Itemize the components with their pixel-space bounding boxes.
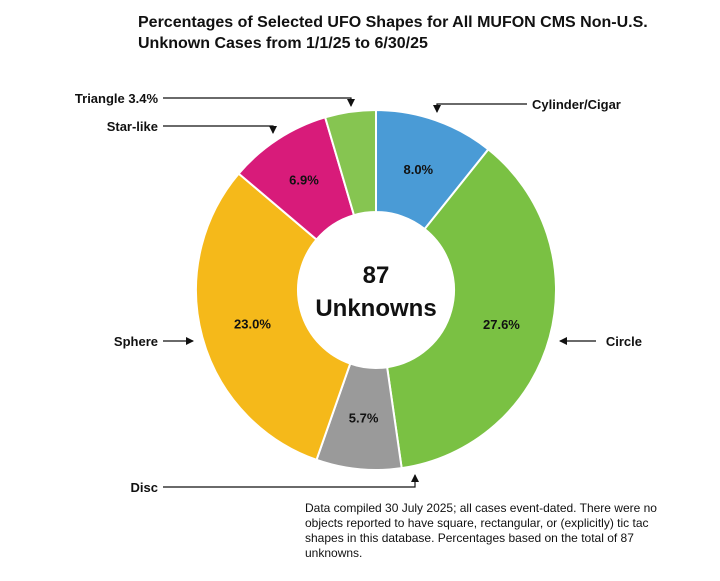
- slice-value-label: 8.0%: [403, 162, 433, 177]
- slice-value-label: 5.7%: [349, 410, 379, 425]
- center-count: 87: [363, 262, 390, 289]
- callout-label: Triangle 3.4%: [75, 91, 159, 106]
- callout-label: Sphere: [114, 334, 158, 349]
- footnote: Data compiled 30 July 2025; all cases ev…: [305, 501, 657, 560]
- center-caption: Unknowns: [315, 295, 436, 322]
- donut-hole: [298, 212, 454, 368]
- chart-title: Percentages of Selected UFO Shapes for A…: [138, 12, 698, 54]
- chart-title-line-1: Percentages of Selected UFO Shapes for A…: [138, 14, 648, 31]
- callout-label: Cylinder/Cigar: [532, 97, 621, 112]
- slice-value-label: 23.0%: [234, 317, 271, 332]
- slice-value-label: 27.6%: [483, 317, 520, 332]
- callout-arrow: [433, 103, 527, 113]
- callout-label: Star-like: [107, 119, 158, 134]
- callout-arrow: [163, 97, 355, 107]
- callout-label: Circle: [606, 334, 642, 349]
- chart-title-line-2: Unknown Cases from 1/1/25 to 6/30/25: [138, 35, 428, 52]
- slice-value-label: 6.9%: [289, 172, 319, 187]
- callout-arrow: [163, 125, 277, 134]
- callout-arrow: [163, 474, 419, 488]
- callout-label: Disc: [131, 480, 158, 495]
